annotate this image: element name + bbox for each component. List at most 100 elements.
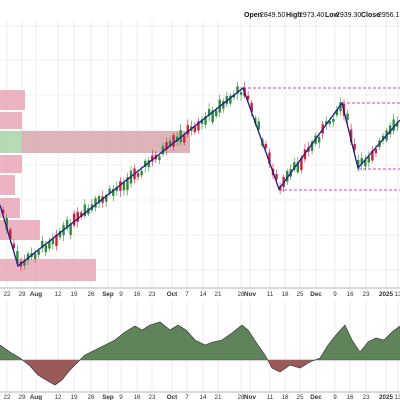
ohlc-high-label: High [286,12,302,19]
candle-body-41 [147,160,150,168]
oscillator-negative-area [0,360,400,385]
x-tick-label-bottom-6: Sep [102,394,114,400]
candle-body-66 [236,86,239,94]
candle-body-105 [374,149,378,154]
candle-body-39 [140,170,143,176]
x-tick-label-bottom-4: 19 [70,394,78,400]
candle-body-2 [9,229,12,239]
candle-body-32 [115,186,118,192]
x-tick-label-bottom-11: 7 [185,394,189,400]
x-tick-label-bottom-8: 16 [133,394,141,400]
x-tick-label-top-18: 25 [296,291,304,298]
candle-body-62 [222,101,225,109]
candle-body-12 [44,244,47,253]
volume-profile-bar-3 [0,155,22,173]
candle-body-14 [51,238,55,245]
x-tick-label-bottom-3: 12 [54,394,62,400]
candle-body-98 [349,129,353,143]
x-tick-label-top-9: 23 [148,291,156,298]
candle-body-0 [2,209,5,214]
ohlc-close-value: 2956.1 [378,12,400,19]
candle-body-35 [126,177,129,191]
candle-body-60 [215,110,218,116]
candle-body-74 [264,143,268,149]
candle-body-48 [172,135,175,147]
candle-body-42 [151,155,154,162]
candle-body-92 [328,120,331,125]
candle-body-97 [346,113,349,120]
candle-body-9 [33,253,37,260]
candle-body-69 [246,95,250,100]
candle-body-19 [69,223,72,236]
candle-body-82 [293,162,296,170]
candle-body-23 [83,204,87,216]
candle-body-16 [58,231,62,238]
x-tick-label-top-13: 21 [214,291,222,298]
candle-body-72 [257,121,260,130]
x-tick-label-top-11: 7 [185,291,189,298]
x-tick-label-top-15: Nov [244,291,256,298]
ohlc-open-label: Open [244,12,262,19]
candle-body-57 [204,116,207,125]
volume-profile-bar-1 [0,112,22,129]
oscillator-line [0,321,400,386]
candle-body-104 [371,150,374,161]
volume-profile-bar-7 [0,259,96,281]
candle-body-10 [37,250,40,255]
candle-body-89 [317,136,321,143]
candle-body-70 [250,102,253,112]
x-tick-label-bottom-5: 26 [87,394,95,400]
ohlc-high-value: 2973.40 [299,12,324,19]
x-tick-label-bottom-23: 2025 [379,394,394,400]
trend-line-layer [0,86,400,268]
x-tick-label-top-12: 14 [199,291,207,298]
volume-profile-bar-0 [0,90,25,110]
candle-body-30 [108,188,111,194]
volume-profile-bar-peak-extension [22,131,190,153]
candle-body-55 [197,121,200,131]
candle-body-80 [286,170,289,182]
candle-body-22 [80,212,83,218]
candle-body-109 [388,125,392,135]
zigzag-trend-line [0,86,400,268]
candle-body-67 [239,91,243,96]
x-tick-label-bottom-22: 23 [362,394,370,400]
x-tick-label-bottom-1: 29 [18,394,26,400]
x-tick-label-top-5: 26 [87,291,95,298]
candle-body-52 [186,125,189,135]
ohlc-open-value: 2849.50 [260,12,285,19]
candle-body-26 [94,198,97,208]
x-tick-label-top-7: 9 [119,291,123,298]
x-tick-label-top-4: 19 [70,291,78,298]
candle-body-59 [211,110,214,123]
candle-body-24 [87,208,90,215]
candle-body-38 [136,173,140,177]
candle-body-11 [41,240,44,249]
x-tick-label-top-23: 2025 [379,291,394,298]
x-tick-label-bottom-20: 9 [333,394,337,400]
candle-body-102 [364,159,367,167]
x-tick-label-bottom-15: Nov [244,394,256,400]
volume-profile-bar-5 [0,198,20,218]
x-tick-label-bottom-10: Oct [167,394,178,400]
candle-body-40 [144,160,147,167]
x-tick-label-bottom-13: 21 [214,394,222,400]
candle-body-87 [310,141,314,151]
candle-body-56 [200,119,204,124]
candle-body-21 [76,211,79,222]
candle-body-91 [325,121,328,125]
candle-body-95 [339,102,342,112]
candle-body-13 [48,241,51,249]
oscillator-layer [0,321,400,386]
x-tick-label-top-17: 18 [281,291,289,298]
candle-body-46 [165,142,168,150]
candle-body-77 [275,173,278,180]
candle-body-111 [396,122,399,127]
x-tick-label-bottom-12: 14 [199,394,207,400]
candle-body-65 [232,94,236,98]
candle-body-15 [55,234,58,247]
candle-body-7 [26,253,30,261]
axis-layer: 22 22 29 29 Aug Aug 12 12 19 19 26 26 Sep Sep 9 9 16 16 23… [0,287,400,400]
x-tick-label-top-6: Sep [102,291,114,298]
